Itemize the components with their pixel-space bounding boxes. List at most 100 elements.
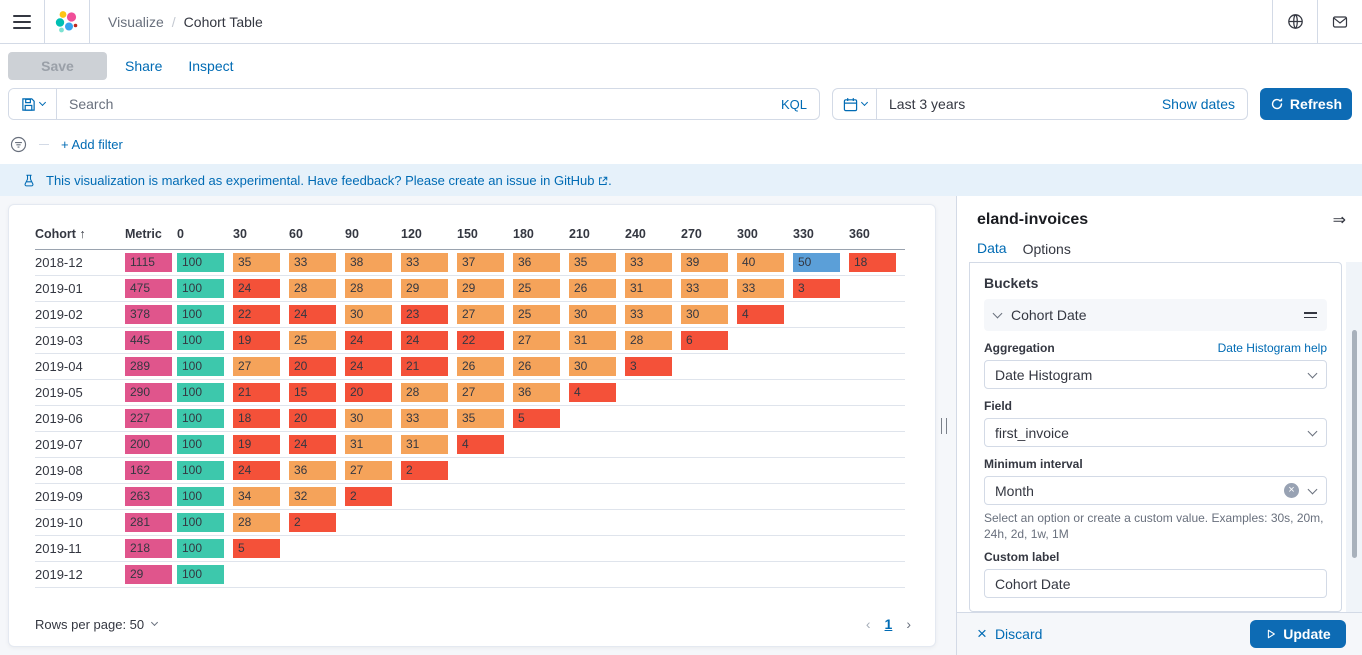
cohort-row: 2019-12 29 100 xyxy=(35,561,905,588)
query-language-toggle[interactable]: KQL xyxy=(780,96,807,112)
external-link-icon xyxy=(598,176,608,186)
menu-button[interactable] xyxy=(0,0,44,43)
column-header-240[interactable]: 240 xyxy=(625,227,681,250)
value-cell: 33 xyxy=(737,275,793,302)
date-histogram-help-link[interactable]: Date Histogram help xyxy=(1217,341,1327,355)
save-button[interactable]: Save xyxy=(8,52,107,80)
experimental-banner: This visualization is marked as experime… xyxy=(0,164,1362,196)
search-input[interactable] xyxy=(69,96,773,112)
update-button[interactable]: Update xyxy=(1250,620,1346,648)
discard-button[interactable]: × Discard xyxy=(977,625,1042,642)
value-cell xyxy=(793,431,849,458)
value-cell: 100 xyxy=(177,483,233,510)
date-quick-menu-button[interactable] xyxy=(833,89,877,119)
value-cell xyxy=(681,535,737,562)
value-cell xyxy=(681,509,737,536)
column-header-120[interactable]: 120 xyxy=(401,227,457,250)
rows-per-page-label: Rows per page: 50 xyxy=(35,616,145,632)
chevron-down-icon xyxy=(1307,426,1318,436)
previous-page-icon[interactable]: ‹ xyxy=(865,616,871,632)
column-header-0[interactable]: 0 xyxy=(177,227,233,250)
value-cell xyxy=(849,483,905,510)
saved-query-menu-button[interactable] xyxy=(9,89,57,119)
panel-footer: × Discard Update xyxy=(957,612,1362,655)
kibana-logo[interactable] xyxy=(45,0,89,43)
collapse-panel-icon[interactable]: ⇒ xyxy=(1332,212,1346,229)
breadcrumb-visualize[interactable]: Visualize xyxy=(108,13,164,30)
value-cell: 23 xyxy=(401,301,457,328)
next-page-icon[interactable]: › xyxy=(906,616,911,632)
scrollbar-thumb[interactable] xyxy=(1352,330,1357,558)
github-link[interactable]: GitHub xyxy=(554,172,595,188)
column-header-270[interactable]: 270 xyxy=(681,227,737,250)
value-cell: 26 xyxy=(513,353,569,380)
value-cell: 29 xyxy=(457,275,513,302)
value-cell xyxy=(681,405,737,432)
column-header-30[interactable]: 30 xyxy=(233,227,289,250)
aggregation-select[interactable]: Date Histogram xyxy=(984,360,1327,389)
cohort-date-accordion[interactable]: Cohort Date xyxy=(984,299,1327,331)
value-cell xyxy=(625,561,681,588)
inspect-button[interactable]: Inspect xyxy=(180,58,241,74)
value-cell: 27 xyxy=(233,353,289,380)
help-menu-button[interactable] xyxy=(1273,0,1317,43)
column-header-300[interactable]: 300 xyxy=(737,227,793,250)
refresh-button[interactable]: Refresh xyxy=(1260,88,1352,120)
field-select[interactable]: first_invoice xyxy=(984,418,1327,447)
clear-selection-icon[interactable]: × xyxy=(1284,483,1299,498)
value-cell: 21 xyxy=(233,379,289,406)
show-dates-button[interactable]: Show dates xyxy=(1161,96,1235,112)
page-number[interactable]: 1 xyxy=(884,616,893,632)
newsfeed-button[interactable] xyxy=(1318,0,1362,43)
add-filter-button[interactable]: + Add filter xyxy=(61,136,123,152)
metric-cell: 263 xyxy=(125,483,177,510)
value-cell xyxy=(681,353,737,380)
value-cell: 31 xyxy=(401,431,457,458)
column-header-180[interactable]: 180 xyxy=(513,227,569,250)
chevron-down-icon xyxy=(1307,368,1318,378)
share-button[interactable]: Share xyxy=(117,58,170,74)
column-header-metric[interactable]: Metric xyxy=(125,227,177,250)
value-cell: 27 xyxy=(457,301,513,328)
cohort-cell: 2019-08 xyxy=(35,457,125,484)
custom-label-input[interactable] xyxy=(984,569,1327,598)
value-cell: 15 xyxy=(289,379,345,406)
column-header-360[interactable]: 360 xyxy=(849,227,905,250)
date-range-value[interactable]: Last 3 years xyxy=(889,96,966,112)
cohort-row: 2019-08 162 100 24 36 27 2 xyxy=(35,457,905,484)
column-header-150[interactable]: 150 xyxy=(457,227,513,250)
value-cell xyxy=(849,275,905,302)
cohort-row: 2019-10 281 100 28 2 xyxy=(35,509,905,536)
value-cell: 33 xyxy=(289,249,345,276)
column-header-210[interactable]: 210 xyxy=(569,227,625,250)
rows-per-page-button[interactable]: Rows per page: 50 xyxy=(35,616,159,632)
chevron-down-icon xyxy=(860,98,868,107)
value-cell: 50 xyxy=(793,249,849,276)
value-cell xyxy=(457,561,513,588)
value-cell xyxy=(793,509,849,536)
column-header-330[interactable]: 330 xyxy=(793,227,849,250)
minimum-interval-help-text: Select an option or create a custom valu… xyxy=(984,511,1324,541)
value-cell: 32 xyxy=(289,483,345,510)
minimum-interval-combobox[interactable]: Month × xyxy=(984,476,1327,505)
column-header-60[interactable]: 60 xyxy=(289,227,345,250)
floppy-save-icon xyxy=(21,97,36,112)
column-header-cohort[interactable]: Cohort ↑ xyxy=(35,227,125,250)
value-cell xyxy=(793,379,849,406)
value-cell: 28 xyxy=(233,509,289,536)
play-icon xyxy=(1265,628,1277,640)
value-cell xyxy=(849,379,905,406)
drag-handle-icon[interactable] xyxy=(1304,309,1317,321)
tab-options[interactable]: Options xyxy=(1023,240,1071,265)
value-cell xyxy=(793,405,849,432)
panel-resize-handle[interactable] xyxy=(941,417,947,434)
date-picker: Last 3 years Show dates xyxy=(832,88,1248,120)
filter-options-button[interactable] xyxy=(10,136,27,153)
divider xyxy=(1317,0,1318,43)
divider xyxy=(44,0,45,43)
column-header-90[interactable]: 90 xyxy=(345,227,401,250)
banner-text: This visualization is marked as experime… xyxy=(46,172,612,188)
cohort-table-panel: Cohort ↑ Metric 0 30 60 90 120 150 180 210 240 270 3… xyxy=(8,204,936,647)
cohort-cell: 2019-03 xyxy=(35,327,125,354)
